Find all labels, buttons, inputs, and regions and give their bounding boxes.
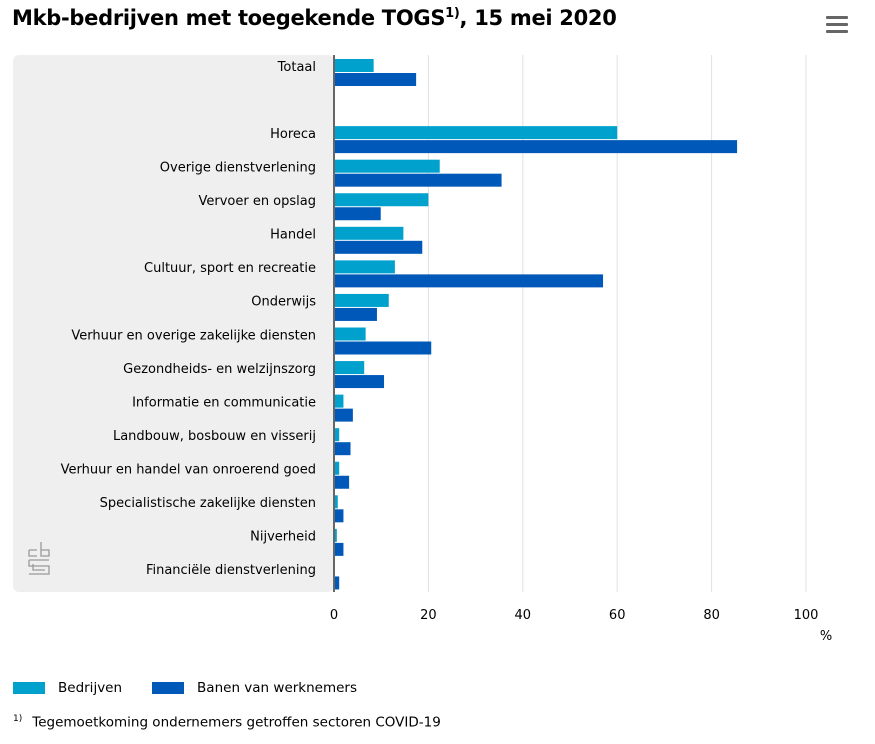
bar-banen bbox=[334, 576, 340, 590]
category-label: Totaal bbox=[277, 60, 316, 75]
bar-banen bbox=[334, 73, 417, 86]
bar-banen bbox=[334, 509, 344, 523]
title-footnote-marker: 1) bbox=[445, 6, 460, 21]
bar-bedrijven bbox=[334, 293, 389, 307]
bar-bedrijven bbox=[334, 495, 338, 509]
x-tick-label: 40 bbox=[515, 608, 532, 623]
bar-banen bbox=[334, 140, 738, 154]
category-label: Gezondheids- en welzijnszorg bbox=[123, 362, 316, 377]
category-label: Cultuur, sport en recreatie bbox=[144, 261, 316, 276]
bar-banen bbox=[334, 173, 502, 187]
legend-swatch bbox=[152, 682, 185, 694]
x-tick-label: 60 bbox=[609, 608, 626, 623]
category-label: Onderwijs bbox=[251, 295, 316, 310]
bar-bedrijven bbox=[334, 226, 404, 240]
legend-swatch bbox=[13, 682, 45, 694]
bar-banen bbox=[334, 542, 344, 556]
bar-bedrijven bbox=[334, 126, 618, 140]
bar-banen bbox=[334, 341, 432, 355]
legend-item-bedrijven[interactable]: Bedrijven bbox=[13, 680, 122, 696]
legend: Bedrijven Banen van werknemers bbox=[13, 680, 387, 696]
x-tick-label: 0 bbox=[330, 608, 338, 623]
legend-item-banen[interactable]: Banen van werknemers bbox=[152, 680, 357, 696]
bar-banen bbox=[334, 442, 351, 456]
x-tick-label: 100 bbox=[794, 608, 819, 623]
bar-bedrijven bbox=[334, 59, 374, 72]
category-label: Verhuur en handel van onroerend goed bbox=[61, 463, 316, 478]
legend-label: Banen van werknemers bbox=[197, 680, 358, 696]
bar-bedrijven bbox=[334, 260, 395, 274]
bar-bedrijven bbox=[334, 193, 429, 207]
bar-bedrijven bbox=[334, 428, 340, 442]
bar-bedrijven bbox=[334, 327, 366, 341]
bar-banen bbox=[334, 307, 377, 321]
legend-label: Bedrijven bbox=[58, 680, 123, 696]
category-label: Nijverheid bbox=[250, 530, 316, 545]
category-label: Specialistische zakelijke diensten bbox=[100, 496, 316, 511]
bar-bedrijven bbox=[334, 361, 365, 375]
category-label: Horeca bbox=[270, 127, 316, 142]
category-label: Overige dienstverlening bbox=[160, 160, 316, 175]
footnote-text: Tegemoetkoming ondernemers getroffen sec… bbox=[32, 714, 441, 731]
footnote: 1) Tegemoetkoming ondernemers getroffen s… bbox=[13, 714, 441, 731]
bar-bedrijven bbox=[334, 528, 337, 542]
hamburger-menu-icon[interactable] bbox=[826, 16, 848, 34]
x-axis-unit: % bbox=[820, 629, 832, 644]
bar-banen bbox=[334, 475, 350, 489]
plot-label-background bbox=[13, 55, 334, 592]
bar-banen bbox=[334, 274, 604, 288]
bar-bedrijven bbox=[334, 159, 440, 173]
category-label: Vervoer en opslag bbox=[198, 194, 316, 209]
cbs-logo bbox=[28, 542, 50, 575]
category-label: Financiële dienstverlening bbox=[146, 563, 316, 578]
chart-title: Mkb-bedrijven met toegekende TOGS1), 15 … bbox=[12, 6, 617, 30]
category-label: Landbouw, bosbouw en visserij bbox=[113, 429, 316, 444]
category-label: Verhuur en overige zakelijke diensten bbox=[71, 328, 316, 343]
bar-chart: 0 20 40 60 80 100% Totaal Horeca Overige dienstv… bbox=[13, 55, 832, 644]
footnote-marker: 1) bbox=[13, 714, 23, 724]
bar-banen bbox=[334, 375, 385, 389]
x-tick-label: 20 bbox=[420, 608, 437, 623]
bar-banen bbox=[334, 240, 423, 254]
cbs-logo-lines bbox=[28, 542, 50, 575]
x-tick-label: 80 bbox=[703, 608, 720, 623]
bar-bedrijven bbox=[334, 394, 344, 408]
category-label: Handel bbox=[270, 228, 316, 243]
title-date: , 15 mei 2020 bbox=[459, 6, 617, 30]
category-label: Informatie en communicatie bbox=[132, 395, 316, 410]
bar-bedrijven bbox=[334, 461, 340, 475]
bar-banen bbox=[334, 408, 353, 422]
title-text: Mkb-bedrijven met toegekende TOGS bbox=[12, 6, 446, 30]
bar-banen bbox=[334, 207, 381, 221]
